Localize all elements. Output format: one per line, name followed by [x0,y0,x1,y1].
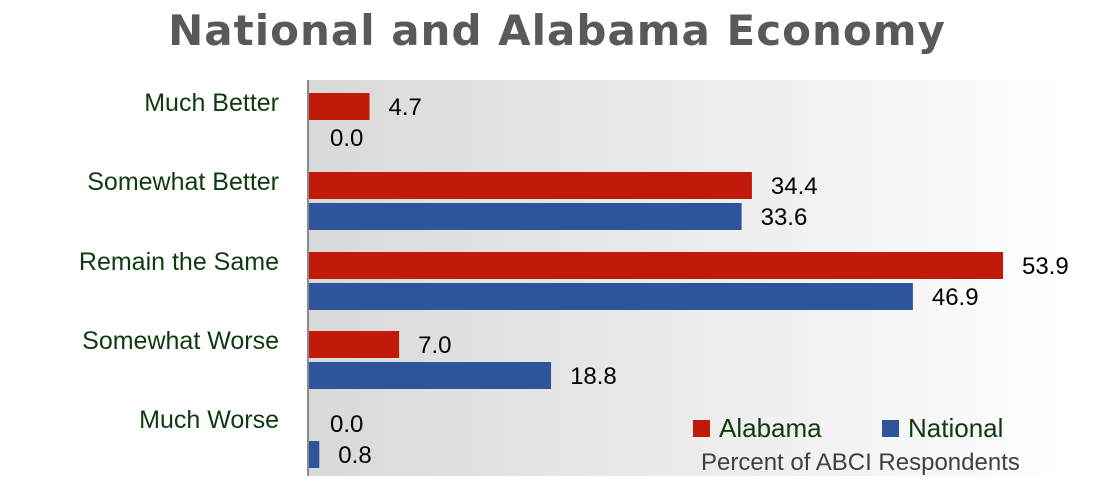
value-label-alabama-much-better: 4.7 [389,94,422,121]
bar-alabama-remain-the-same [309,252,1003,279]
value-label-alabama-somewhat-better: 34.4 [771,173,818,200]
value-label-alabama-remain-the-same: 53.9 [1022,253,1069,280]
bar-national-much-worse [309,441,320,468]
legend-label-alabama: Alabama [719,413,822,443]
legend-label-national: National [908,413,1003,443]
bar-national-somewhat-worse [309,362,552,389]
bar-national-somewhat-better [309,203,742,230]
value-label-national-somewhat-better: 33.6 [761,204,808,231]
bar-national-remain-the-same [309,283,913,310]
legend-swatch-alabama [693,420,710,437]
value-label-alabama-somewhat-worse: 7.0 [418,332,451,359]
category-label-much-worse: Much Worse [139,406,279,434]
value-label-national-remain-the-same: 46.9 [932,284,979,311]
value-label-national-somewhat-worse: 18.8 [570,363,617,390]
value-label-national-much-worse: 0.8 [338,442,371,469]
chart-title: National and Alabama Economy [168,6,946,55]
category-label-somewhat-better: Somewhat Better [87,168,279,196]
bar-alabama-somewhat-better [309,172,752,199]
value-label-national-much-better: 0.0 [330,125,363,152]
bar-alabama-much-better [309,93,370,120]
category-label-much-better: Much Better [144,89,279,117]
category-label-remain-the-same: Remain the Same [79,248,279,276]
legend-swatch-national [882,420,899,437]
chart-note: Percent of ABCI Respondents [701,449,1020,476]
category-label-somewhat-worse: Somewhat Worse [82,327,279,355]
bar-alabama-somewhat-worse [309,331,400,358]
value-label-alabama-much-worse: 0.0 [330,411,363,438]
